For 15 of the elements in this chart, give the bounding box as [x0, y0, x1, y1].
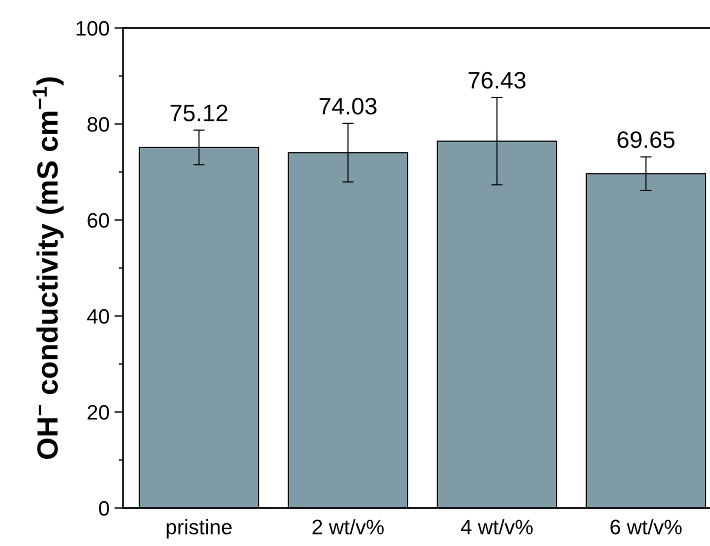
data-label: 75.12	[170, 104, 228, 122]
y-tick-label: 60	[88, 213, 109, 228]
x-tick-label: 6 wt/v%	[610, 519, 682, 534]
y-tick-label: 20	[88, 405, 109, 420]
data-label: 74.03	[320, 98, 376, 115]
data-label: 76.43	[468, 72, 526, 89]
y-tick-label: 80	[88, 117, 109, 132]
y-tick-label: 0	[99, 501, 109, 516]
y-tick-label: 100	[76, 21, 109, 36]
x-tick-label: 4 wt/v%	[460, 519, 533, 534]
y-tick-label: 40	[87, 309, 109, 324]
y-axis-title: OH$^{−}$ conductivity (mS cm$^{−1}$)	[32, 77, 64, 459]
data-label: 69.65	[618, 131, 674, 148]
x-tick-label: 2 wt/v%	[312, 519, 384, 534]
x-tick-label: pristine	[166, 519, 232, 539]
